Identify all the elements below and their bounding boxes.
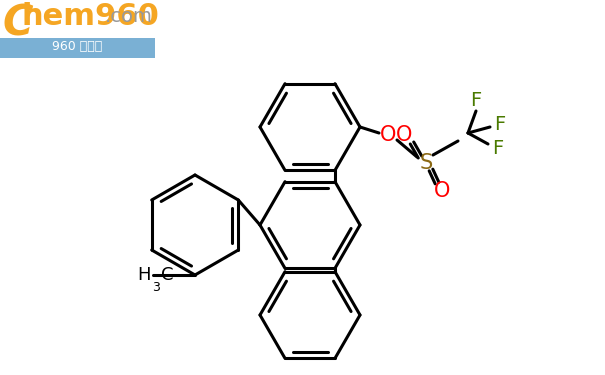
Text: O: O — [396, 125, 412, 145]
Text: H: H — [137, 266, 151, 284]
Text: hem960: hem960 — [21, 2, 159, 31]
Text: F: F — [492, 140, 503, 159]
Text: .com: .com — [105, 7, 153, 26]
Text: O: O — [380, 125, 396, 145]
Text: 960 化工网: 960 化工网 — [52, 40, 102, 54]
FancyBboxPatch shape — [0, 38, 155, 58]
Text: C: C — [161, 266, 174, 284]
Text: F: F — [494, 116, 506, 135]
Text: 3: 3 — [152, 281, 160, 294]
Text: O: O — [434, 181, 450, 201]
Text: C: C — [3, 2, 33, 44]
FancyBboxPatch shape — [0, 0, 155, 58]
Text: F: F — [470, 92, 482, 111]
Text: S: S — [419, 153, 433, 173]
